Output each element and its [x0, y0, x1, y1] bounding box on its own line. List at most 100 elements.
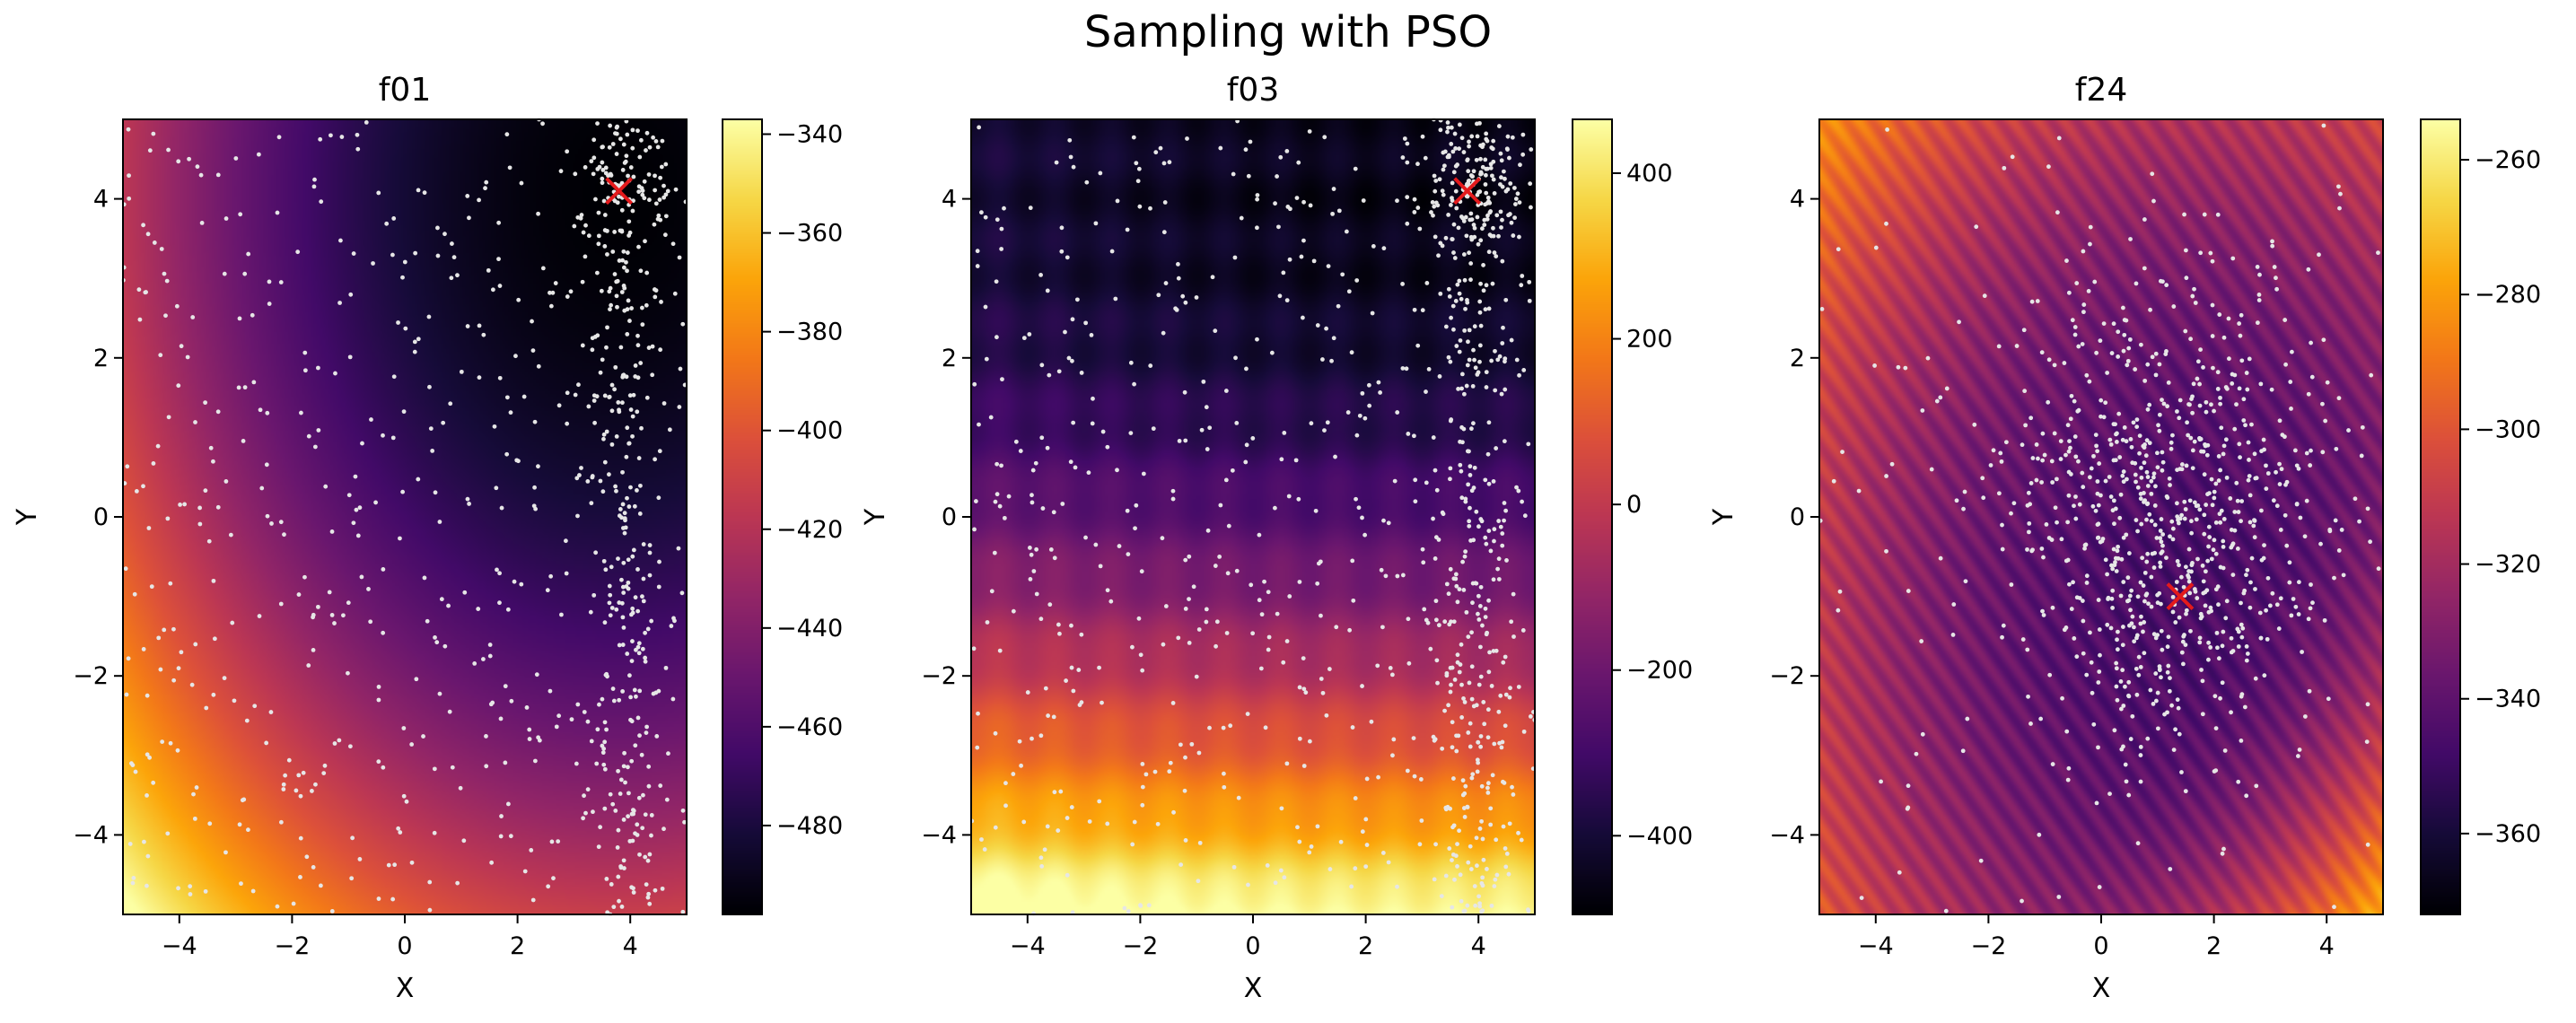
sample-point [1353, 796, 1358, 800]
sample-point [635, 833, 640, 837]
colorbar-tick-label: −260 [2475, 146, 2541, 174]
sample-point [2095, 535, 2100, 540]
sample-point [1115, 468, 1119, 473]
sample-point [1499, 745, 1504, 750]
sample-point [1465, 298, 1469, 302]
sample-point [1468, 211, 1474, 216]
sample-point [2237, 386, 2242, 391]
sample-point [2278, 596, 2283, 601]
sample-point [645, 895, 651, 900]
sample-point [638, 361, 644, 365]
sample-point [629, 306, 635, 310]
sample-point [1433, 842, 1438, 847]
sample-point [2167, 688, 2172, 694]
sample-point [1467, 680, 1472, 686]
sample-point [1449, 125, 1454, 130]
sample-point [2088, 475, 2092, 480]
sample-point [2168, 676, 2172, 680]
sample-point [2034, 477, 2039, 483]
sample-point [2292, 448, 2298, 453]
sample-point [1448, 359, 1453, 364]
sample-point [1503, 723, 1508, 729]
sample-point [524, 705, 530, 710]
sample-point [2365, 702, 2370, 707]
sample-point [1461, 219, 1467, 223]
sample-point [1258, 666, 1264, 671]
sample-point [1503, 508, 1509, 513]
sample-point [1453, 188, 1459, 194]
sample-point [2235, 546, 2240, 551]
sample-point [2022, 389, 2028, 394]
sample-point [2262, 447, 2266, 452]
sample-point [665, 188, 670, 194]
sample-point [2149, 478, 2154, 484]
sample-point [979, 837, 984, 842]
sample-point [1375, 663, 1380, 669]
sample-point [1021, 336, 1027, 341]
sample-point [2095, 449, 2100, 454]
sample-point [1218, 145, 1223, 151]
sample-point [563, 538, 568, 544]
sample-point [652, 222, 657, 227]
sample-point [596, 844, 601, 850]
sample-point [2089, 466, 2094, 471]
sample-point [1356, 505, 1362, 511]
sample-point [2041, 555, 2046, 560]
sample-point [2153, 351, 2159, 356]
sample-point [1486, 249, 1492, 255]
sample-point [1998, 450, 2003, 456]
sample-point [625, 651, 630, 656]
sample-point [1440, 746, 1445, 751]
sample-point [623, 780, 627, 785]
sample-point [1475, 769, 1480, 774]
sample-point [2135, 485, 2141, 490]
sample-point [2252, 518, 2256, 522]
sample-point [2074, 654, 2080, 660]
sample-point [2159, 628, 2164, 634]
sample-point [1467, 357, 1472, 363]
sample-point [548, 303, 554, 309]
sample-point [2230, 573, 2236, 577]
sample-point [1450, 665, 1455, 670]
sample-point [2221, 335, 2227, 340]
sample-point [2221, 443, 2227, 449]
sample-point [442, 643, 448, 649]
sample-point [2116, 544, 2121, 549]
sample-point [2222, 748, 2228, 753]
sample-point [2195, 359, 2201, 364]
y-tick-label: 2 [1790, 345, 1805, 372]
sample-point [2153, 635, 2159, 641]
sample-point [514, 458, 520, 463]
sample-point [1214, 619, 1220, 625]
sample-point [657, 197, 662, 202]
y-tick-label: −2 [921, 662, 957, 690]
sample-point [596, 210, 601, 215]
sample-point [1278, 154, 1284, 160]
sample-point [609, 882, 614, 887]
sample-point [635, 343, 641, 348]
sample-point [2086, 288, 2091, 293]
sample-point [2114, 569, 2119, 573]
sample-point [2182, 499, 2187, 504]
sample-point [1307, 850, 1312, 855]
sample-point [164, 278, 170, 284]
sample-point [1428, 646, 1433, 651]
sample-point [1233, 355, 1238, 361]
sample-point [2123, 762, 2128, 767]
sample-point [1191, 584, 1196, 590]
sample-point [151, 131, 156, 136]
sample-point [536, 211, 540, 216]
sample-point [2111, 321, 2116, 327]
sample-point [1073, 465, 1078, 470]
sample-point [2247, 474, 2252, 478]
sample-point [1183, 300, 1188, 305]
sample-point [1950, 633, 1956, 637]
sample-point [1319, 677, 1324, 681]
sample-point [2077, 502, 2082, 507]
sample-point [621, 284, 626, 288]
y-tick-label: −2 [73, 662, 109, 690]
sample-point [638, 483, 643, 488]
sample-point [2211, 365, 2215, 371]
sample-point [622, 750, 626, 756]
